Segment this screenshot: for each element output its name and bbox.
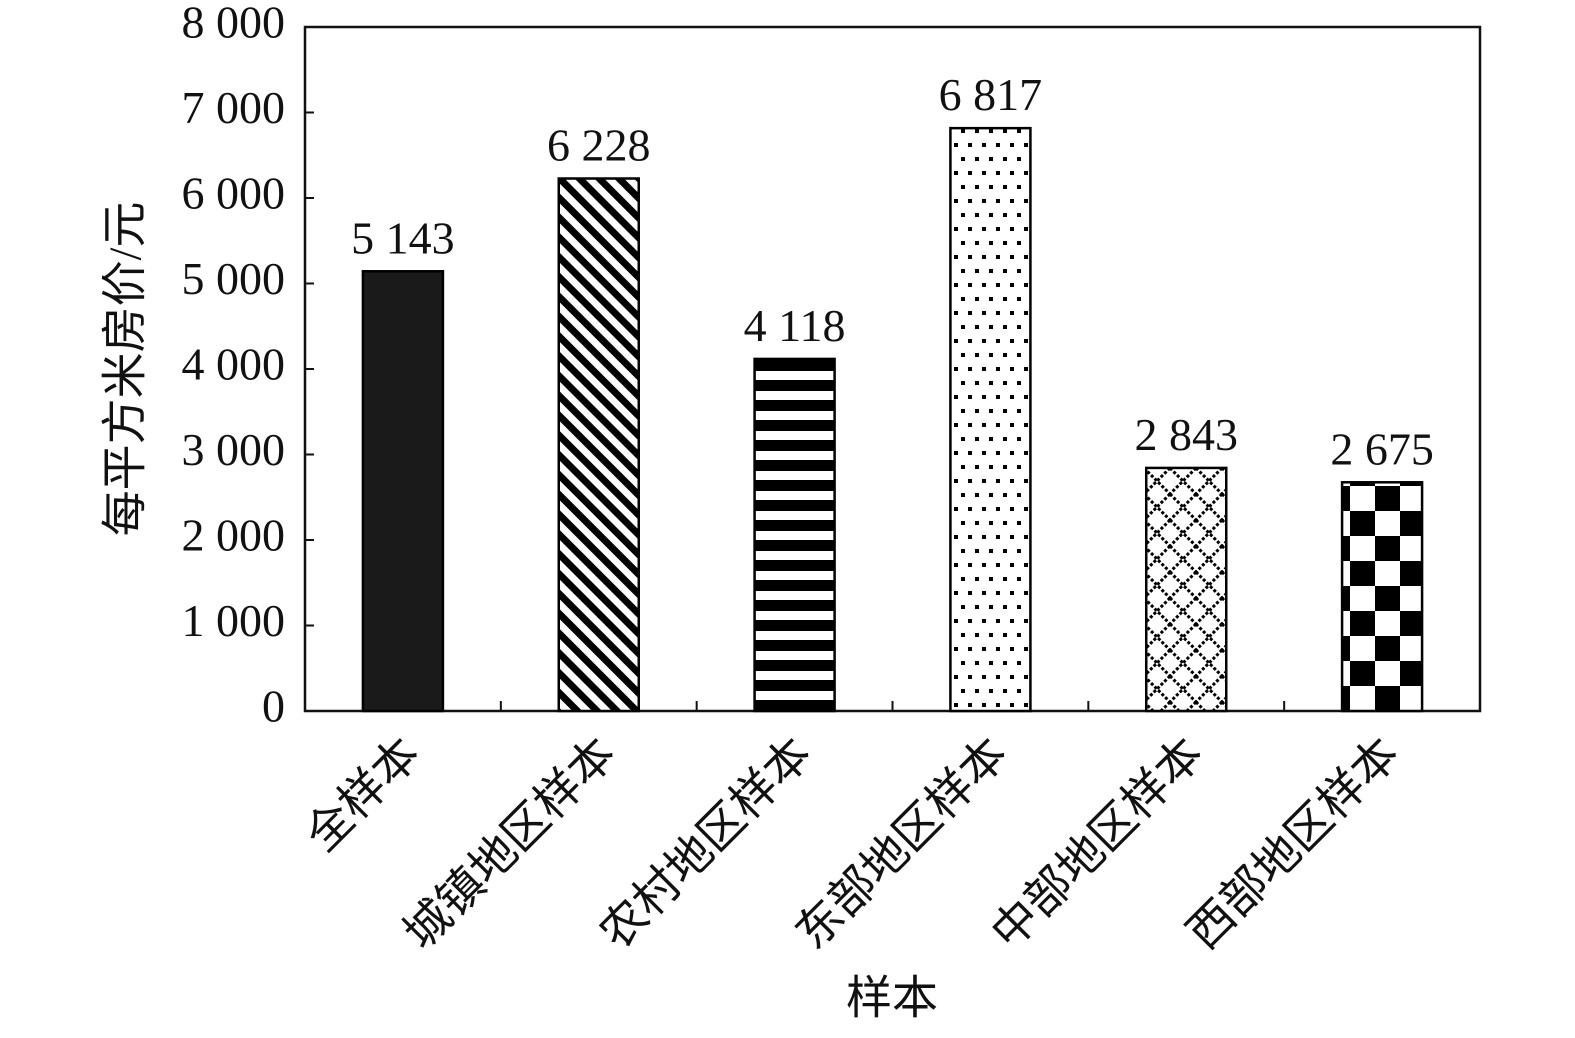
bar	[361, 270, 445, 713]
value-label: 2 675	[1330, 423, 1434, 474]
y-axis-label: 每平方米房价/元	[100, 202, 151, 537]
value-label: 5 143	[351, 212, 455, 263]
bar	[949, 126, 1032, 713]
value-label: 4 118	[744, 300, 846, 351]
y-tick-label: 7 000	[182, 82, 286, 133]
y-tick-label: 8 000	[182, 0, 286, 48]
bar	[1145, 466, 1228, 713]
value-label: 2 843	[1135, 409, 1239, 460]
y-tick-label: 0	[262, 681, 285, 732]
plot-frame	[303, 25, 1482, 713]
y-tick-label: 6 000	[182, 168, 286, 219]
y-tick-label: 1 000	[182, 595, 286, 646]
value-label: 6 817	[939, 69, 1043, 120]
bar	[753, 357, 836, 713]
y-tick-label: 3 000	[182, 424, 286, 475]
x-tick-label: 西部地区样本	[1177, 727, 1408, 958]
value-label: 6 228	[547, 120, 651, 171]
bar	[1340, 481, 1424, 713]
y-tick-label: 2 000	[182, 510, 286, 561]
x-axis-label: 样本	[846, 973, 938, 1024]
y-tick-label: 4 000	[182, 339, 286, 390]
x-tick-label: 全样本	[296, 727, 430, 861]
bar	[557, 177, 640, 713]
y-tick-label: 5 000	[182, 253, 286, 304]
